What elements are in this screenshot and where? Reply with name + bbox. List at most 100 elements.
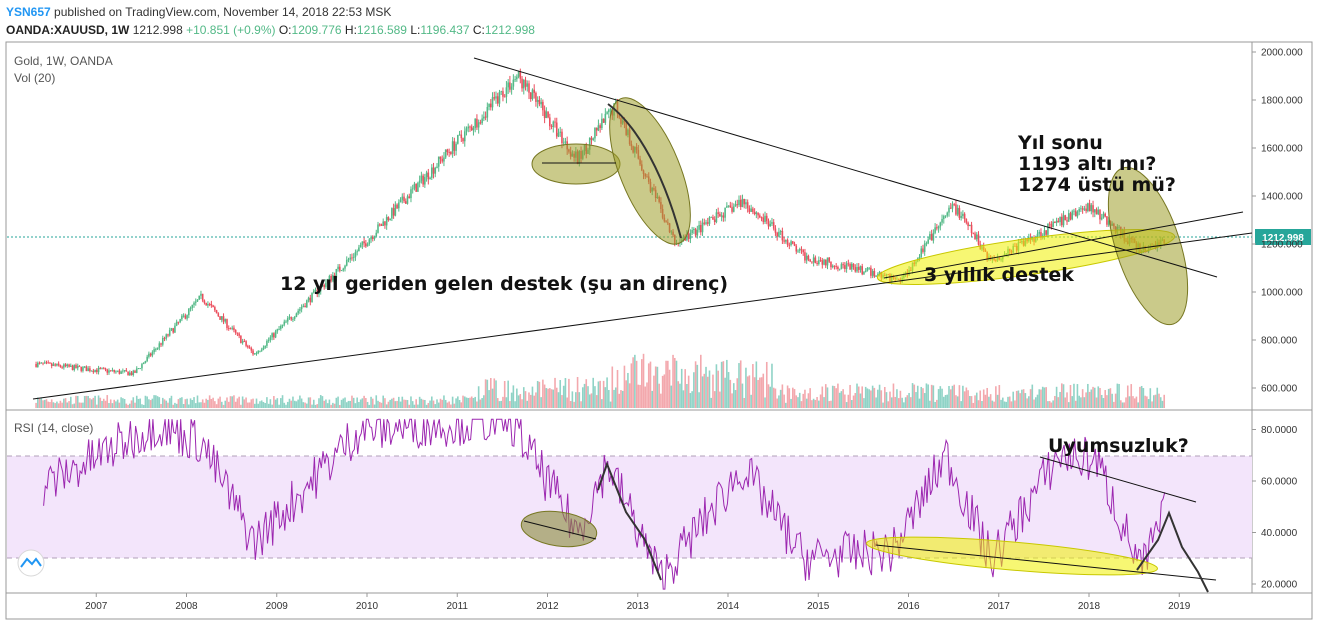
candle: [727, 205, 730, 208]
volume-bar: [715, 364, 718, 408]
candle: [281, 324, 284, 329]
volume-bar: [821, 386, 824, 408]
volume-bar: [286, 401, 289, 408]
volume-bar: [111, 403, 114, 408]
volume-bar: [757, 379, 759, 408]
candle: [1092, 200, 1094, 218]
candle: [266, 339, 268, 349]
candle: [713, 216, 716, 225]
price-tick-label: 800.000: [1261, 336, 1298, 347]
volume-bar: [1093, 387, 1096, 408]
candle: [208, 302, 211, 307]
volume-bars: [35, 353, 1166, 408]
candle: [92, 368, 95, 374]
candle: [241, 338, 244, 345]
volume-bar: [988, 396, 990, 408]
candle: [1099, 209, 1101, 225]
volume-bar: [536, 380, 539, 408]
candle: [89, 365, 91, 373]
tradingview-logo-icon[interactable]: [17, 549, 45, 577]
volume-bar: [170, 395, 173, 408]
volume-bar: [73, 403, 76, 408]
volume-bar: [878, 384, 881, 408]
volume-bar: [788, 388, 791, 408]
volume-bar: [937, 389, 940, 408]
volume-bar: [779, 389, 782, 408]
candle: [194, 298, 197, 306]
volume-bar: [476, 401, 478, 408]
volume-bar: [609, 401, 612, 408]
time-tick-label: 2008: [175, 601, 198, 612]
candle: [210, 300, 213, 308]
volume-bar: [623, 365, 626, 408]
volume-bar: [785, 402, 787, 408]
price-axis[interactable]: 2000.000 1800.000 1600.000 1400.000 1200.000…: [1252, 48, 1303, 395]
volume-bar: [892, 383, 895, 408]
volume-bar: [50, 399, 53, 408]
candle: [193, 301, 195, 308]
volume-bar: [538, 381, 541, 408]
candle: [795, 244, 798, 255]
volume-bar: [771, 363, 773, 408]
volume-bar: [802, 393, 805, 408]
candle: [602, 118, 605, 123]
candle: [177, 321, 180, 325]
candle: [115, 370, 117, 374]
volume-bar: [882, 402, 884, 408]
candle: [522, 78, 525, 95]
volume-bar: [701, 376, 704, 408]
volume-bar: [434, 404, 437, 408]
candle: [399, 197, 402, 203]
volume-legend[interactable]: Vol (20): [14, 71, 55, 85]
rsi-axis[interactable]: 80.0000 60.0000 40.0000 20.0000: [1252, 425, 1298, 591]
author-link[interactable]: YSN657: [6, 5, 51, 19]
candle: [144, 360, 147, 364]
candle: [219, 316, 221, 320]
volume-bar: [167, 402, 169, 408]
volume-bar: [212, 397, 214, 408]
volume-bar: [628, 383, 631, 408]
candle: [391, 207, 393, 222]
candle: [844, 262, 846, 273]
volume-bar: [101, 400, 103, 408]
candle: [40, 362, 43, 364]
volume-bar: [1010, 401, 1013, 408]
candle: [259, 350, 261, 353]
candle: [925, 241, 928, 247]
candle: [366, 242, 369, 247]
candle: [1052, 218, 1054, 228]
volume-bar: [618, 393, 621, 408]
volume-bar: [920, 386, 923, 408]
time-axis[interactable]: 2007 2008 2009 2010 2011 2012 2013 2014 2015 2016…: [85, 593, 1191, 612]
volume-bar: [632, 357, 634, 408]
candle: [361, 241, 364, 250]
volume-bar: [234, 401, 237, 408]
volume-bar: [566, 397, 568, 408]
volume-bar: [736, 378, 739, 408]
candle: [960, 211, 962, 221]
volume-bar: [1109, 388, 1112, 408]
volume-bar: [568, 378, 570, 408]
volume-bar: [953, 384, 956, 408]
candle: [35, 361, 37, 368]
candle: [271, 332, 273, 341]
volume-bar: [601, 399, 603, 408]
time-tick-label: 2009: [266, 601, 289, 612]
main-legend-title[interactable]: Gold, 1W, OANDA: [14, 54, 113, 68]
volume-bar: [391, 398, 393, 408]
volume-bar: [823, 397, 825, 408]
divergence-annotation: Uyumsuzluk?: [1048, 435, 1189, 457]
volume-bar: [259, 401, 261, 408]
candle: [325, 279, 327, 289]
volume-bar: [1003, 401, 1006, 408]
volume-bar: [436, 399, 438, 408]
volume-bar: [899, 390, 902, 408]
volume-bar: [708, 370, 711, 408]
volume-bar: [837, 383, 839, 408]
volume-bar: [804, 389, 806, 408]
volume-bar: [371, 398, 374, 408]
volume-bar: [927, 384, 929, 408]
rsi-legend[interactable]: RSI (14, close): [14, 421, 93, 435]
candle: [955, 199, 957, 216]
